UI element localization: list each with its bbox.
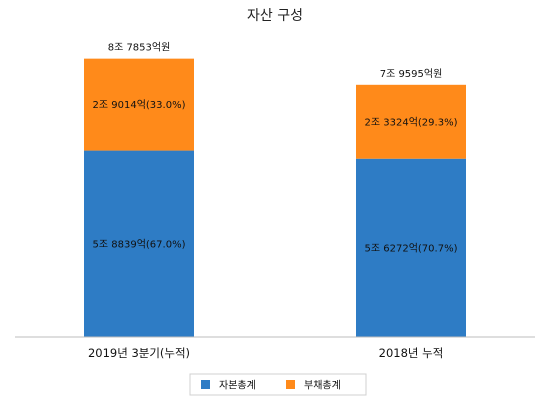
bar-liabilities-1 (356, 84, 466, 159)
legend-label-capital: 자본총계 (219, 380, 256, 392)
total-label-1: 7조 9595억원 (380, 68, 443, 80)
segment-label-liabilities-1: 2조 3324억(29.3%) (365, 116, 458, 128)
bar-capital-1 (356, 158, 466, 337)
category-label-0: 2019년 3분기(누적) (88, 346, 190, 360)
segment-label-capital-0: 5조 8839억(67.0%) (93, 238, 186, 250)
segment-label-liabilities-0: 2조 9014억(33.0%) (93, 99, 186, 111)
bar-liabilities-0 (84, 58, 194, 151)
segment-label-capital-1: 5조 6272억(70.7%) (365, 242, 458, 254)
bars-layer: 5조 8839억(67.0%) 2조 9014억(33.0%) 8조 7853억원 2… (84, 42, 466, 360)
legend-label-liabilities: 부채총계 (304, 380, 341, 392)
chart-title: 자산 구성 (247, 8, 303, 24)
category-label-1: 2018년 누적 (379, 346, 444, 360)
legend-box (189, 373, 367, 396)
total-label-0: 8조 7853억원 (108, 42, 171, 54)
legend: 자본총계 부채총계 (189, 373, 367, 396)
bar-capital-0 (84, 150, 194, 337)
legend-swatch-capital (201, 380, 210, 389)
legend-swatch-liabilities (286, 380, 295, 389)
